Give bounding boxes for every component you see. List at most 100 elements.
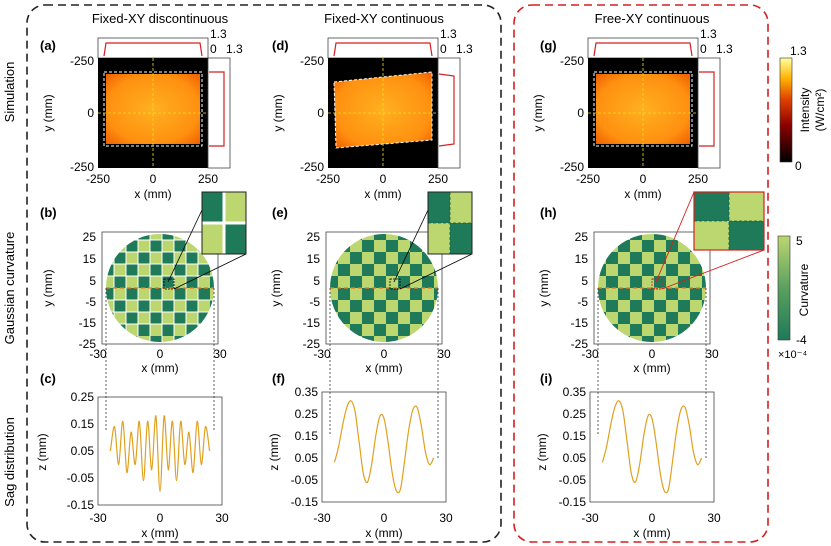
profile-side-d: [438, 73, 455, 147]
ytick-a-bottom: -250: [70, 160, 94, 174]
xtick-h-mid: 0: [649, 347, 656, 361]
ytick-b-25: 25: [83, 230, 97, 244]
ylabel-e: y (mm): [269, 269, 283, 306]
profile-side-a: [209, 71, 225, 147]
xtick-c-left: -30: [89, 511, 107, 525]
ylabel-g: y (mm): [531, 94, 545, 131]
panel-d: (d) 1.3 0 1.3 -250 0 -250 y (mm) -250 0 …: [271, 27, 473, 201]
curvature-colorbar-scale: ×10⁻⁴: [778, 349, 807, 361]
ytick-e-m25: -25: [303, 337, 321, 351]
ytick-h-25: 25: [575, 230, 589, 244]
ylabel-f: z (mm): [267, 433, 281, 470]
curvature-map-e: [330, 234, 438, 342]
xtick-i-right: 30: [707, 511, 721, 525]
ytick-i-4: -0.05: [559, 473, 587, 487]
profile-top-zero-a: 0: [210, 42, 217, 56]
panel-a: (a) 1.3 0 1.3 -250 0 -250 y (mm) -250 0 …: [40, 27, 243, 201]
panel-e: (e) 25 15 5 -5 -15 -25 y (mm) -30 0 30 x…: [269, 191, 473, 375]
xlabel-a: x (mm): [134, 187, 171, 201]
curvature-map-b: [106, 234, 214, 342]
ytick-a-mid: 0: [87, 106, 94, 120]
profile-side-box-g: [697, 57, 721, 169]
ytick-f-5: -0.15: [291, 495, 319, 509]
panel-label-i: (i): [540, 371, 552, 386]
zoom-line-h1: [655, 191, 695, 283]
sag-series-line: [109, 415, 211, 493]
ytick-i-2: 0.15: [563, 429, 587, 443]
ytick-i-0: 0.35: [563, 385, 587, 399]
xtick-g-mid: 0: [640, 172, 647, 186]
sag-chart-1: [321, 391, 447, 503]
zoom-inset-e: [427, 191, 473, 255]
xlabel-e: x (mm): [365, 361, 402, 375]
xtick-e-right: 30: [437, 347, 451, 361]
sag-plots: [97, 391, 715, 506]
zoom-line-b2: [173, 253, 247, 290]
panel-label-a: (a): [40, 38, 56, 53]
left-group-box: [26, 4, 502, 543]
panel-g: (g) 1.3 0 1.3 -250 0 -250 y (mm) -250 0 …: [531, 27, 733, 201]
ytick-f-4: -0.05: [291, 473, 319, 487]
xtick-i-left: -30: [581, 511, 599, 525]
zoom-inset-b: [201, 191, 247, 255]
xtick-c-mid: 0: [157, 511, 164, 525]
ylabel-c: z (mm): [35, 433, 49, 470]
profile-top-max-a: 1.3: [210, 27, 227, 41]
xtick-b-mid: 0: [157, 347, 164, 361]
xtick-a-mid: 0: [150, 172, 157, 186]
ytick-b-5: 5: [89, 274, 96, 288]
ytick-e-5: 5: [313, 274, 320, 288]
intensity-colorbar-min: 0: [795, 159, 802, 173]
curvature-colorbar: 5 -4 Curvature ×10⁻⁴: [777, 234, 811, 361]
profile-top-d: [333, 42, 433, 57]
ytick-d-mid: 0: [317, 106, 324, 120]
xtick-b-left: -30: [89, 347, 107, 361]
ytick-b-m5: -5: [85, 295, 96, 309]
profile-top-max-g: 1.3: [700, 27, 717, 41]
column-title-d: Fixed-XY continuous: [324, 11, 444, 26]
profile-side-max-d: 1.3: [456, 42, 473, 56]
xtick-f-right: 30: [439, 511, 453, 525]
sag-axes-frame: [321, 391, 447, 503]
panel-c: (c) 0.25 0.15 0.05 -0.05 -0.15 z (mm) -3…: [35, 371, 229, 540]
xtick-a-right: 250: [198, 172, 218, 186]
xtick-b-right: 30: [213, 347, 227, 361]
row-label-sag: Sag distribution: [2, 417, 17, 507]
sag-series-line: [333, 400, 435, 494]
ytick-c-4: -0.15: [67, 498, 95, 512]
xlabel-d: x (mm): [364, 187, 401, 201]
intensity-colorbar-bar: [779, 57, 793, 163]
ylabel-d: y (mm): [271, 94, 285, 131]
zoom-line-h2: [661, 249, 765, 290]
ytick-h-m5: -5: [577, 295, 588, 309]
panel-label-g: (g): [540, 38, 557, 53]
ytick-c-3: -0.05: [67, 471, 95, 485]
ylabel-i: z (mm): [535, 433, 549, 470]
xtick-h-left: -30: [581, 347, 599, 361]
panel-label-b: (b): [40, 205, 57, 220]
row-label-curvature: Gaussian curvature: [2, 232, 17, 345]
ytick-h-m25: -25: [571, 337, 589, 351]
ytick-f-3: 0.05: [295, 451, 319, 465]
xlabel-i: x (mm): [633, 526, 670, 540]
ytick-c-0: 0.25: [71, 390, 95, 404]
xlabel-c: x (mm): [141, 526, 178, 540]
profile-top-zero-d: 0: [440, 42, 447, 56]
ytick-h-m15: -15: [571, 316, 589, 330]
panel-b: (b) 25 15 5 -5 -15 -25 y (mm) -30: [40, 191, 247, 375]
panel-label-d: (d): [272, 38, 289, 53]
ytick-b-15: 15: [83, 252, 97, 266]
profile-top-a: [103, 42, 203, 57]
curvature-colorbar-bar: [777, 235, 791, 341]
sag-series-line: [601, 400, 703, 494]
intensity-colorbar-label: Intensity: [798, 88, 812, 133]
xlabel-b: x (mm): [141, 361, 178, 375]
sag-chart-0: [97, 396, 223, 506]
panel-i: (i) 0.35 0.25 0.15 0.05 -0.05 -0.15 z (m…: [535, 371, 721, 540]
panel-f: (f) 0.35 0.25 0.15 0.05 -0.05 -0.15 z (m…: [267, 371, 453, 540]
column-title-g: Free-XY continuous: [595, 11, 710, 26]
ytick-i-5: -0.15: [559, 495, 587, 509]
ytick-g-bottom: -250: [560, 160, 584, 174]
xlabel-f: x (mm): [365, 526, 402, 540]
